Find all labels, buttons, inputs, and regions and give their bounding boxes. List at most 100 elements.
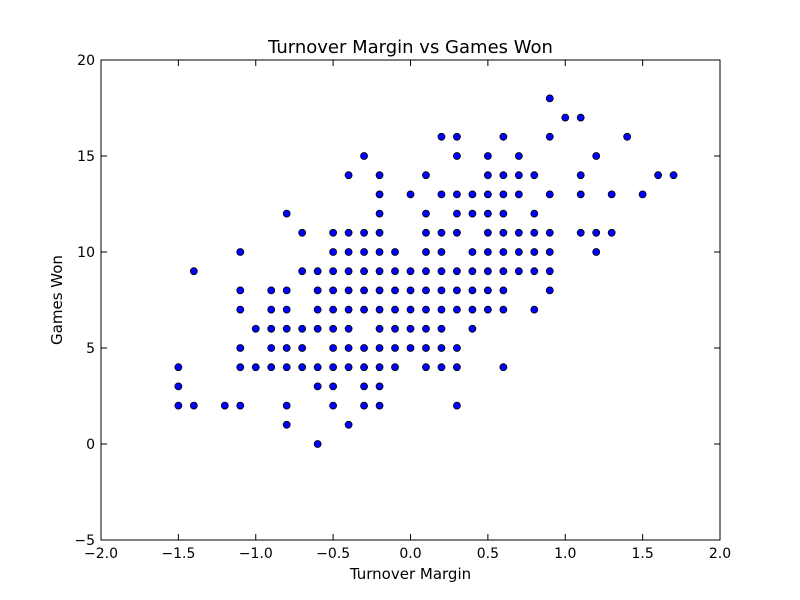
data-point (437, 132, 446, 141)
data-point (514, 152, 523, 160)
data-point (561, 113, 570, 122)
data-point (329, 363, 338, 372)
data-point (313, 286, 322, 295)
data-point (499, 267, 508, 276)
data-point (483, 286, 492, 295)
data-point (406, 267, 415, 276)
data-point (576, 171, 585, 180)
data-point (592, 228, 601, 237)
data-point (422, 209, 430, 218)
data-point (406, 190, 415, 199)
data-point (514, 248, 523, 256)
data-point (514, 190, 523, 199)
data-point (375, 344, 384, 352)
x-tick-label: −1.5 (161, 546, 195, 562)
data-point (360, 382, 368, 391)
data-point (406, 286, 415, 295)
data-point (329, 344, 338, 352)
data-point (530, 228, 539, 237)
data-point (453, 152, 461, 160)
data-point (313, 363, 322, 372)
data-point (329, 228, 338, 237)
y-tick-label: 15 (77, 149, 95, 165)
x-tick-label: 0.5 (477, 546, 499, 562)
data-point (545, 190, 554, 199)
data-point (375, 190, 384, 199)
data-point (236, 363, 245, 372)
data-point (437, 305, 446, 314)
data-point (391, 248, 399, 256)
data-point (220, 401, 229, 410)
data-point (375, 248, 384, 256)
data-point (453, 228, 461, 237)
data-point (360, 305, 368, 314)
data-point (391, 344, 399, 352)
data-point (654, 171, 662, 180)
data-point (282, 209, 291, 218)
y-tick-label: 5 (86, 341, 95, 357)
data-point (545, 286, 554, 295)
data-point (422, 324, 430, 333)
data-point (453, 344, 461, 352)
data-point (174, 382, 183, 391)
data-point (282, 401, 291, 410)
data-point (375, 228, 384, 237)
data-point (375, 286, 384, 295)
data-point (437, 248, 446, 256)
data-point (607, 190, 616, 199)
data-point (499, 190, 508, 199)
data-point (360, 228, 368, 237)
data-point (360, 344, 368, 352)
data-point (468, 190, 477, 199)
x-tick-label: 2.0 (709, 546, 731, 562)
data-point (437, 228, 446, 237)
data-point (453, 209, 461, 218)
data-point (360, 248, 368, 256)
x-tick-label: 0.0 (399, 546, 421, 562)
data-point (329, 248, 338, 256)
data-point (360, 401, 368, 410)
data-point (267, 324, 276, 333)
data-point (422, 286, 430, 295)
data-point (499, 286, 508, 295)
data-point (189, 401, 198, 410)
data-point (313, 267, 322, 276)
data-point (483, 228, 492, 237)
data-point (483, 190, 492, 199)
data-point (530, 267, 539, 276)
data-point (313, 324, 322, 333)
data-point (267, 286, 276, 295)
data-point (437, 286, 446, 295)
data-point (344, 171, 353, 180)
x-axis-label: Turnover Margin (349, 565, 471, 583)
plot-area (100, 59, 721, 541)
data-point (453, 363, 461, 372)
data-point (267, 305, 276, 314)
data-point (422, 344, 430, 352)
data-point (437, 190, 446, 199)
data-point (344, 305, 353, 314)
data-point (298, 267, 307, 276)
data-point (530, 209, 539, 218)
data-point (607, 228, 616, 237)
data-point (437, 344, 446, 352)
data-point (453, 190, 461, 199)
data-point (375, 324, 384, 333)
data-point (530, 248, 539, 256)
data-point (251, 363, 260, 372)
data-point (360, 267, 368, 276)
data-point (391, 286, 399, 295)
data-point (174, 401, 183, 410)
data-point (422, 363, 430, 372)
x-tick-label: −0.5 (316, 546, 350, 562)
data-point (545, 248, 554, 256)
data-point (545, 228, 554, 237)
data-point (499, 248, 508, 256)
data-point (499, 132, 508, 141)
data-point (375, 267, 384, 276)
data-point (298, 228, 307, 237)
data-point (545, 267, 554, 276)
data-point (344, 267, 353, 276)
data-point (282, 305, 291, 314)
